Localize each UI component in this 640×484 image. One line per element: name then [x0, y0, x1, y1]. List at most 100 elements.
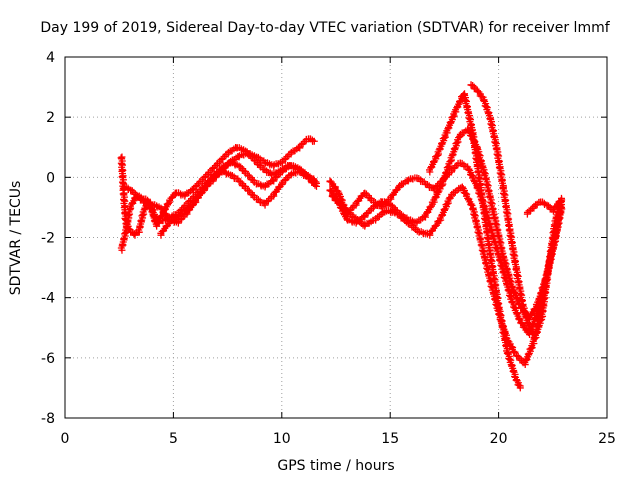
data-segment: [117, 229, 129, 254]
data-segment: [426, 217, 443, 239]
x-tick-label: 25: [598, 431, 616, 447]
data-segment: [521, 340, 537, 369]
chart-title: Day 199 of 2019, Sidereal Day-to-day VTE…: [40, 20, 610, 36]
data-segment: [518, 300, 533, 330]
series-5: [326, 159, 566, 338]
series-8: [425, 90, 524, 392]
data-segment: [447, 133, 464, 164]
data-segment: [477, 240, 494, 282]
series-9: [467, 81, 566, 341]
data-segment: [242, 147, 256, 162]
data-segment: [244, 186, 258, 201]
y-tick-label: 0: [46, 170, 55, 186]
data-segment: [477, 189, 494, 255]
data-segment: [326, 177, 342, 195]
y-tick-labels: -8 -6 -4 -2 0 2 4: [41, 50, 55, 427]
data-point: [310, 137, 318, 145]
data-segment: [152, 211, 166, 230]
data-segment: [339, 204, 356, 220]
axis-ticks: [64, 56, 608, 419]
data-segment: [117, 153, 128, 194]
series-10: [523, 197, 563, 218]
data-segment: [480, 96, 493, 120]
data-segment: [512, 264, 526, 306]
x-tick-label: 10: [273, 431, 291, 447]
data-segment: [486, 114, 500, 150]
data-point: [312, 179, 320, 187]
x-tick-label: 0: [61, 431, 70, 447]
data-segment: [458, 183, 476, 209]
data-segment: [421, 198, 437, 221]
data-segment: [393, 210, 410, 226]
data-segment: [532, 313, 546, 341]
data-segment: [235, 177, 250, 192]
data-segment: [499, 183, 513, 230]
x-axis-label: GPS time / hours: [277, 458, 394, 474]
data-segment: [490, 213, 507, 258]
data-segment: [140, 198, 154, 208]
data-segment: [226, 159, 241, 169]
data-segment: [200, 175, 216, 194]
data-segment: [157, 204, 173, 222]
data-segment: [378, 198, 393, 208]
data-segment: [404, 219, 421, 235]
data-segment: [372, 208, 389, 224]
data-segment: [544, 221, 559, 272]
data-segment: [538, 265, 553, 320]
data-segment: [296, 168, 311, 180]
x-tick-labels: 0 5 10 15 20 25: [61, 431, 616, 447]
data-segment: [382, 207, 399, 217]
x-tick-label: 20: [490, 431, 508, 447]
data-segment: [468, 129, 485, 195]
data-segment: [148, 201, 163, 211]
data-segment: [469, 204, 485, 246]
data-segment: [361, 189, 375, 204]
data-segment: [252, 153, 268, 165]
data-segment: [287, 162, 302, 172]
data-segment: [486, 249, 503, 309]
data-segment: [192, 187, 207, 206]
data-segment: [508, 282, 524, 309]
data-segment: [490, 237, 507, 273]
data-segment: [250, 156, 265, 171]
data-segment: [494, 303, 511, 355]
data-segment: [157, 220, 173, 239]
data-segment: [430, 181, 446, 206]
y-tick-label: 2: [46, 110, 55, 126]
series-1: [117, 135, 318, 239]
data-segment: [434, 129, 450, 158]
data-segment: [122, 205, 134, 236]
data-segment: [387, 184, 403, 203]
data-segment: [508, 297, 524, 324]
data-segment: [235, 162, 250, 177]
data-segment: [133, 192, 146, 204]
series-4: [157, 168, 320, 239]
data-segment: [456, 159, 472, 171]
y-tick-label: -2: [41, 231, 55, 247]
x-tick-label: 15: [381, 431, 399, 447]
data-segment: [460, 90, 477, 135]
data-segment: [233, 144, 248, 154]
y-tick-label: -8: [41, 411, 55, 427]
data-segment: [425, 151, 442, 176]
data-segment: [328, 192, 345, 210]
data-segment: [135, 211, 147, 236]
data-segment: [443, 108, 459, 137]
data-segment: [436, 193, 454, 224]
x-tick-label: 5: [169, 431, 178, 447]
y-tick-label: -6: [41, 351, 55, 367]
data-segment: [505, 225, 520, 271]
data-segment: [270, 181, 286, 200]
data-segment: [218, 168, 232, 178]
y-tick-label: 4: [46, 50, 55, 66]
data-segment: [352, 190, 368, 209]
data-series: [117, 81, 566, 392]
data-segment: [492, 144, 507, 189]
data-segment: [467, 81, 480, 93]
data-segment: [226, 171, 242, 183]
data-segment: [438, 157, 455, 188]
data-segment: [465, 165, 481, 190]
data-segment: [499, 267, 515, 303]
data-segment: [499, 252, 515, 288]
